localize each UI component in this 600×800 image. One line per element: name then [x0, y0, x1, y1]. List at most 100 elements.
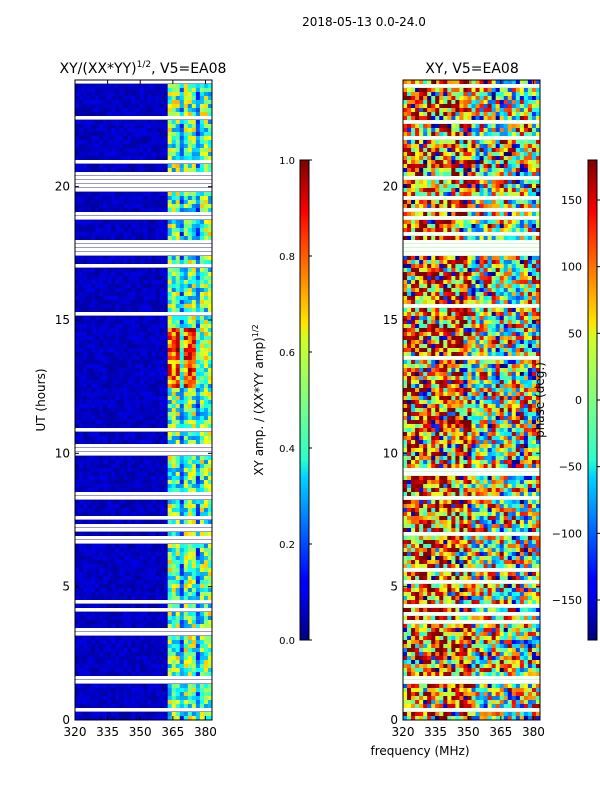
heatmap-cell — [127, 148, 132, 153]
heatmap-cell — [139, 596, 144, 601]
heatmap-cell — [167, 84, 173, 89]
heatmap-cell — [167, 108, 173, 113]
heatmap-cell — [147, 132, 152, 137]
heatmap-cell — [99, 300, 104, 305]
heatmap-cell — [407, 88, 412, 93]
heatmap-cell — [83, 420, 88, 425]
heatmap-cell — [91, 336, 96, 341]
heatmap-cell — [179, 128, 185, 133]
heatmap-cell — [155, 204, 161, 209]
heatmap-cell — [119, 260, 124, 265]
heatmap-cell — [139, 408, 144, 413]
heatmap-cell — [135, 220, 140, 225]
heatmap-cell — [167, 508, 173, 513]
heatmap-cell — [155, 576, 161, 581]
heatmap-cell — [195, 384, 201, 389]
heatmap-cell — [107, 220, 112, 225]
heatmap-cell — [79, 648, 84, 653]
heatmap-cell — [103, 432, 108, 437]
heatmap-cell — [503, 128, 509, 133]
heatmap-cell — [179, 500, 185, 505]
heatmap-cell — [87, 484, 92, 489]
heatmap-cell — [139, 572, 144, 577]
heatmap-cell — [123, 500, 128, 505]
data-gap-row — [75, 180, 212, 184]
heatmap-cell — [179, 532, 185, 537]
heatmap-cell — [91, 132, 96, 137]
heatmap-cell — [131, 412, 136, 417]
heatmap-cell — [183, 232, 189, 237]
heatmap-cell — [171, 544, 177, 549]
heatmap-cell — [175, 200, 181, 205]
heatmap-cell — [91, 488, 96, 493]
heatmap-cell — [147, 644, 152, 649]
heatmap-cell — [167, 564, 173, 569]
heatmap-cell — [407, 156, 412, 161]
heatmap-cell — [151, 480, 156, 485]
heatmap-cell — [487, 124, 493, 129]
heatmap-cell — [447, 92, 452, 97]
heatmap-cell — [147, 344, 152, 349]
heatmap-cell — [151, 440, 156, 445]
heatmap-cell — [439, 124, 444, 129]
heatmap-cell — [199, 392, 205, 397]
heatmap-cell — [91, 152, 96, 157]
heatmap-cell — [115, 472, 120, 477]
heatmap-cell — [187, 336, 193, 341]
heatmap-cell — [103, 364, 108, 369]
heatmap-cell — [103, 332, 108, 337]
heatmap-cell — [91, 560, 96, 565]
heatmap-cell — [123, 148, 128, 153]
heatmap-cell — [191, 456, 197, 461]
heatmap-cell — [207, 472, 213, 477]
heatmap-cell — [95, 164, 100, 169]
heatmap-cell — [191, 596, 197, 601]
heatmap-cell — [171, 256, 177, 261]
heatmap-cell — [199, 208, 205, 213]
heatmap-cell — [443, 100, 448, 105]
heatmap-cell — [191, 412, 197, 417]
heatmap-cell — [135, 436, 140, 441]
heatmap-cell — [167, 656, 173, 661]
heatmap-cell — [199, 156, 205, 161]
heatmap-cell — [411, 128, 416, 133]
heatmap-cell — [183, 356, 189, 361]
heatmap-cell — [111, 284, 116, 289]
heatmap-cell — [199, 348, 205, 353]
heatmap-cell — [503, 148, 509, 153]
heatmap-cell — [199, 432, 205, 437]
heatmap-cell — [191, 620, 197, 625]
heatmap-cell — [427, 108, 432, 113]
heatmap-cell — [119, 624, 124, 629]
heatmap-cell — [139, 704, 144, 709]
heatmap-cell — [99, 364, 104, 369]
heatmap-cell — [99, 672, 104, 677]
heatmap-cell — [87, 344, 92, 349]
heatmap-cell — [135, 576, 140, 581]
heatmap-cell — [139, 372, 144, 377]
heatmap-cell — [155, 280, 161, 285]
heatmap-cell — [131, 224, 136, 229]
heatmap-cell — [527, 156, 533, 161]
heatmap-cell — [151, 672, 156, 677]
heatmap-cell — [183, 200, 189, 205]
heatmap-cell — [115, 200, 120, 205]
heatmap-cell — [111, 296, 116, 301]
heatmap-cell — [143, 336, 148, 341]
heatmap-cell — [171, 228, 177, 233]
heatmap-cell — [423, 104, 428, 109]
heatmap-cell — [183, 380, 189, 385]
heatmap-cell — [203, 112, 209, 117]
heatmap-cell — [167, 392, 173, 397]
heatmap-cell — [127, 520, 132, 525]
heatmap-cell — [143, 100, 148, 105]
heatmap-cell — [207, 344, 213, 349]
heatmap-cell — [107, 648, 112, 653]
heatmap-cell — [195, 336, 201, 341]
heatmap-cell — [119, 668, 124, 673]
heatmap-cell — [75, 308, 80, 313]
heatmap-cell — [199, 460, 205, 465]
heatmap-cell — [151, 468, 156, 473]
heatmap-cell — [79, 704, 84, 709]
heatmap-cell — [187, 456, 193, 461]
